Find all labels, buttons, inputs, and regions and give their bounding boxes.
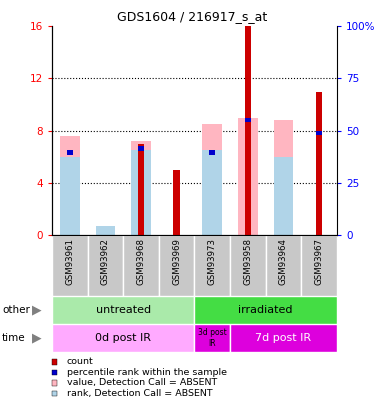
Bar	[316, 92, 322, 235]
Text: GDS1604 / 216917_s_at: GDS1604 / 216917_s_at	[117, 10, 268, 23]
Text: 0d post IR: 0d post IR	[95, 333, 151, 343]
Text: GSM93967: GSM93967	[315, 238, 323, 285]
Text: ▶: ▶	[32, 303, 41, 316]
Bar	[301, 235, 337, 296]
Bar	[138, 146, 144, 151]
Bar	[274, 157, 293, 235]
Text: percentile rank within the sample: percentile rank within the sample	[67, 368, 227, 377]
Bar	[88, 235, 123, 296]
Text: count: count	[67, 357, 94, 366]
Bar	[209, 150, 216, 155]
Text: 3d post
IR: 3d post IR	[198, 328, 227, 348]
Bar	[138, 144, 144, 235]
Text: 7d post IR: 7d post IR	[255, 333, 311, 343]
Text: rank, Detection Call = ABSENT: rank, Detection Call = ABSENT	[67, 389, 213, 398]
Text: GSM93962: GSM93962	[101, 238, 110, 285]
Text: time: time	[2, 333, 25, 343]
Bar	[266, 235, 301, 296]
Bar	[60, 157, 80, 235]
Bar	[95, 226, 115, 235]
Text: irradiated: irradiated	[238, 305, 293, 315]
Bar	[131, 150, 151, 235]
Bar	[230, 324, 337, 352]
Text: other: other	[2, 305, 30, 315]
Text: GSM93968: GSM93968	[137, 238, 146, 285]
Bar	[159, 235, 194, 296]
Bar	[52, 324, 194, 352]
Bar	[230, 235, 266, 296]
Text: GSM93973: GSM93973	[208, 238, 217, 285]
Bar	[131, 141, 151, 235]
Bar	[203, 150, 222, 235]
Bar	[203, 124, 222, 235]
Text: GSM93958: GSM93958	[243, 238, 252, 285]
Text: ▶: ▶	[32, 332, 41, 345]
Bar	[244, 26, 251, 235]
Bar	[274, 120, 293, 235]
Text: GSM93969: GSM93969	[172, 238, 181, 285]
Bar	[173, 170, 180, 235]
Bar	[52, 235, 88, 296]
Bar	[244, 117, 251, 122]
Bar	[60, 136, 80, 235]
Text: GSM93961: GSM93961	[65, 238, 74, 285]
Bar	[238, 117, 258, 235]
Bar	[123, 235, 159, 296]
Bar	[194, 235, 230, 296]
Text: value, Detection Call = ABSENT: value, Detection Call = ABSENT	[67, 378, 217, 387]
Bar	[194, 324, 230, 352]
Text: untreated: untreated	[95, 305, 151, 315]
Bar	[194, 296, 337, 324]
Text: GSM93964: GSM93964	[279, 238, 288, 285]
Bar	[67, 150, 73, 155]
Bar	[52, 296, 194, 324]
Bar	[316, 130, 322, 135]
